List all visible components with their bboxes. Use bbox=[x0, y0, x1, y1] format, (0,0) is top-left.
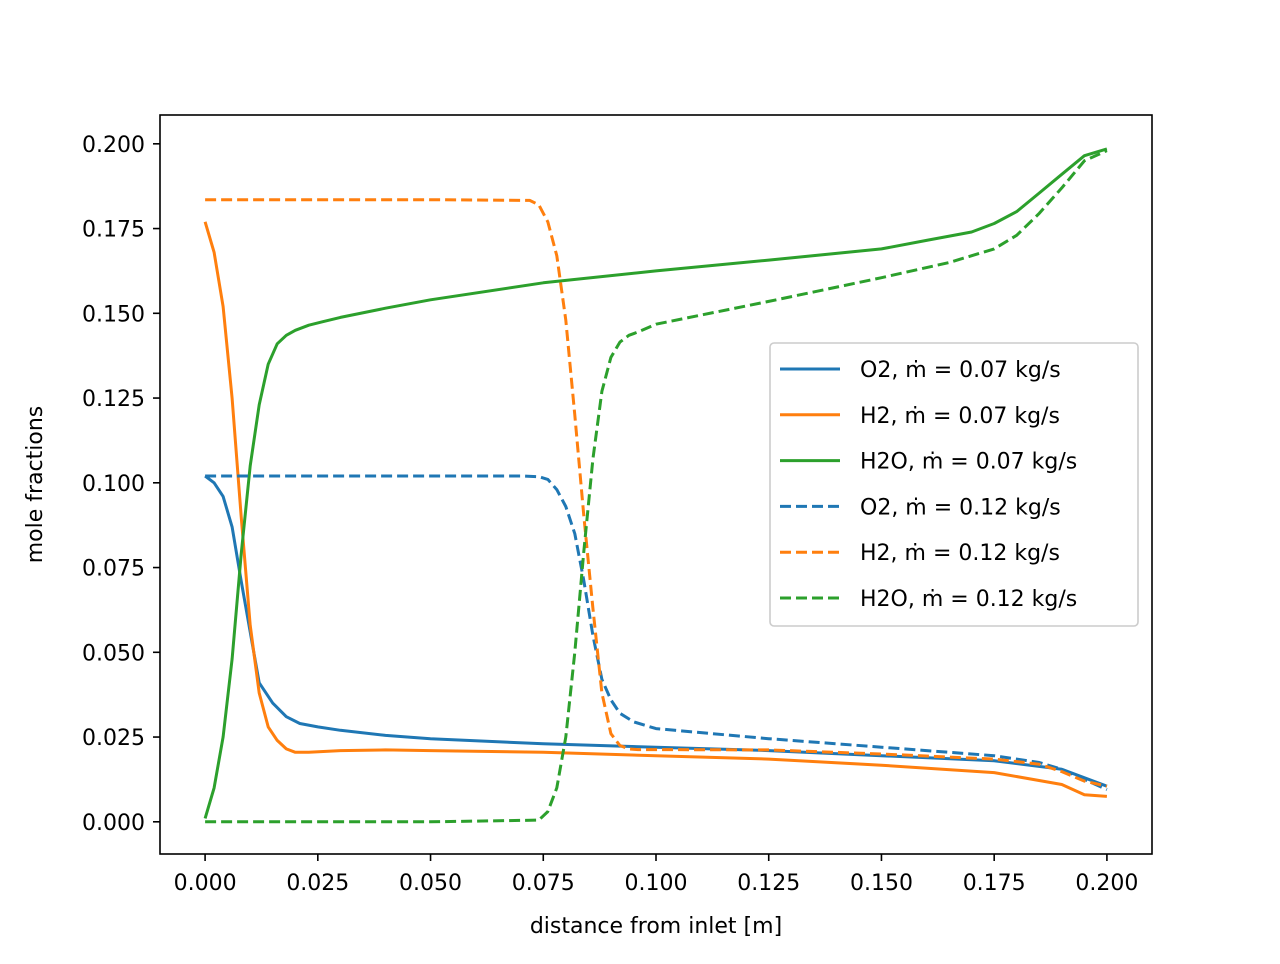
y-tick-label: 0.075 bbox=[82, 557, 145, 582]
plot-frame bbox=[159, 114, 1153, 855]
legend-entry-label: H2, ṁ = 0.12 kg/s bbox=[860, 541, 1060, 566]
legend: O2, ṁ = 0.07 kg/s H2, ṁ = 0.07 kg/s H2O, ṁ… bbox=[769, 342, 1139, 627]
x-tick-label: 0.000 bbox=[174, 871, 237, 896]
y-axis-label: mole fractions bbox=[23, 406, 48, 564]
x-axis-label: distance from inlet [m] bbox=[530, 914, 782, 939]
y-tick-label: 0.100 bbox=[82, 472, 145, 497]
lines-layer bbox=[203, 147, 1108, 824]
y-tick-label: 0.050 bbox=[82, 641, 145, 666]
x-tick-label: 0.175 bbox=[963, 871, 1026, 896]
x-tick-label: 0.050 bbox=[399, 871, 462, 896]
x-tick-label: 0.200 bbox=[1075, 871, 1138, 896]
x-tick-label: 0.125 bbox=[737, 871, 800, 896]
series-line-2 bbox=[203, 147, 1108, 819]
y-tick-label: 0.175 bbox=[82, 218, 145, 243]
series-line-5 bbox=[205, 149, 1108, 824]
x-tick-label: 0.025 bbox=[286, 871, 349, 896]
x-tick-label: 0.150 bbox=[850, 871, 913, 896]
x-tick-label: 0.075 bbox=[512, 871, 575, 896]
y-tick-label: 0.150 bbox=[82, 302, 145, 327]
legend-entry-label: O2, ṁ = 0.07 kg/s bbox=[860, 358, 1061, 383]
legend-box bbox=[769, 342, 1139, 627]
y-tick-label: 0.200 bbox=[82, 133, 145, 158]
x-tick-label: 0.100 bbox=[625, 871, 688, 896]
legend-entry-label: H2, ṁ = 0.07 kg/s bbox=[860, 404, 1060, 429]
y-tick-label: 0.025 bbox=[82, 726, 145, 751]
legend-entry-label: H2O, ṁ = 0.12 kg/s bbox=[860, 587, 1077, 612]
legend-entry-label: H2O, ṁ = 0.07 kg/s bbox=[860, 450, 1077, 475]
y-tick-label: 0.000 bbox=[82, 811, 145, 836]
legend-entry-label: O2, ṁ = 0.12 kg/s bbox=[860, 495, 1061, 520]
series-line-3 bbox=[205, 474, 1108, 791]
y-tick-label: 0.125 bbox=[82, 387, 145, 412]
ticks-layer: 0.000 0.025 0.050 0.075 0.100 0.125 0.150 0.175… bbox=[82, 133, 1138, 896]
series-line-4 bbox=[205, 198, 1108, 788]
